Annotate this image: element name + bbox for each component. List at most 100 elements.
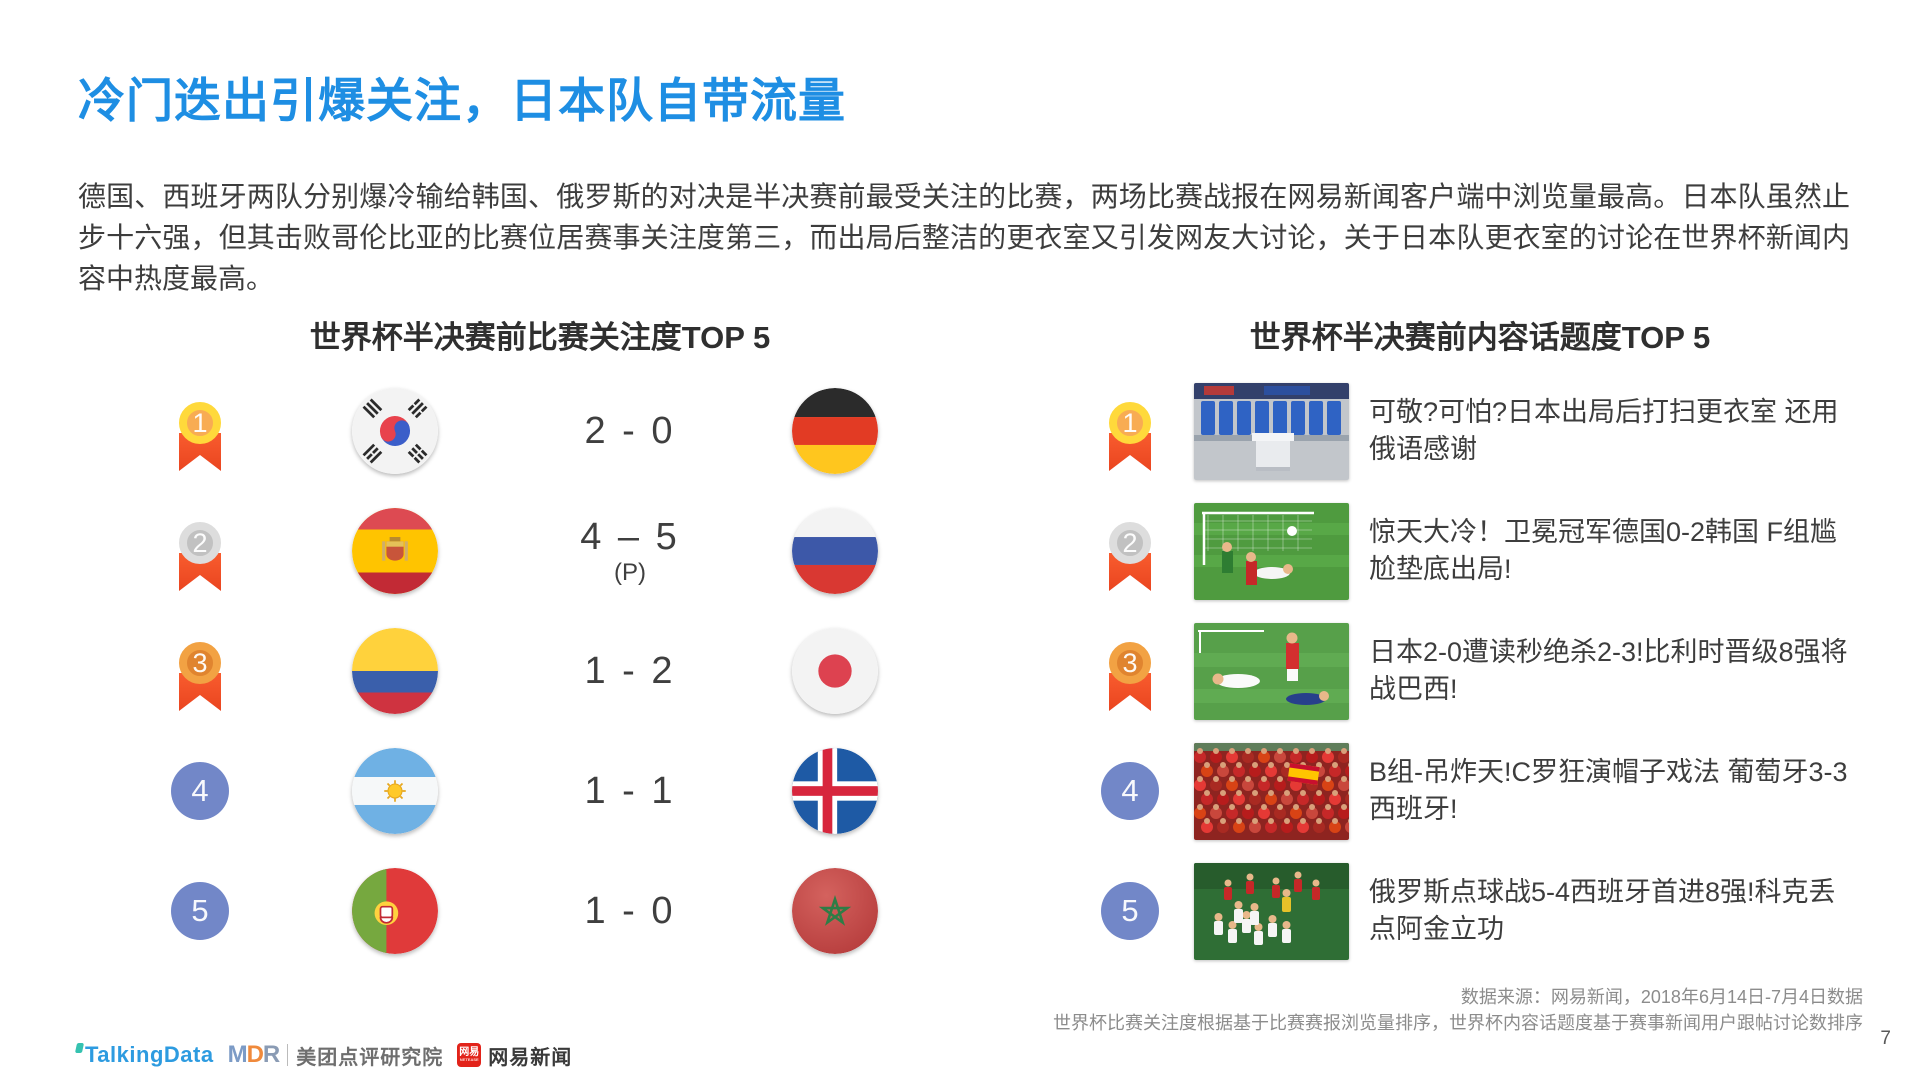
- news-headline: 日本2-0遭读秒绝杀2-3!比利时晋级8强将战巴西!: [1369, 637, 1848, 704]
- news-row: 4 B组-吊炸天!C罗狂演帽子戏法 葡萄牙3-3西班牙!: [1080, 731, 1880, 851]
- score-cell: 1 - 0: [540, 890, 720, 933]
- match-row: 4 1 - 1: [150, 731, 930, 851]
- news-thumbnail-celebration: [1194, 862, 1349, 960]
- away-flag-cell: [720, 508, 950, 594]
- meituan-institute-logo-text: 美团点评研究院: [296, 1046, 444, 1069]
- score-note: (P): [614, 558, 646, 586]
- match-attention-panel: 世界杯半决赛前比赛关注度TOP 5 1 2 - 0: [150, 312, 930, 971]
- match-attention-panel-title: 世界杯半决赛前比赛关注度TOP 5: [309, 320, 771, 355]
- score-cell: 2 - 0: [540, 410, 720, 453]
- logo-divider: [287, 1044, 289, 1066]
- news-row: 3 日本2-0遭读秒绝杀2-3!比利时晋级8强将战巴西!: [1080, 611, 1880, 731]
- news-headline: 惊天大冷！卫冕冠军德国0-2韩国 F组尴尬垫底出局!: [1369, 517, 1838, 584]
- flag-portugal-icon: [352, 868, 438, 954]
- netease-news-logo-text: 网易新闻: [488, 1046, 573, 1069]
- news-row: 5 俄罗斯点球战5-4西班牙首进8强!科克丢点阿金立功: [1080, 851, 1880, 971]
- rank-number: 2: [179, 522, 221, 564]
- mdr-logo: MDR 美团点评研究院: [228, 1041, 444, 1070]
- netease-badge-subtext: NETEASE: [459, 1057, 479, 1062]
- rank-4-medal-icon: 4: [150, 741, 250, 841]
- news-headline: B组-吊炸天!C罗狂演帽子戏法 葡萄牙3-3西班牙!: [1369, 757, 1848, 824]
- intro-paragraph: 德国、西班牙两队分别爆冷输给韩国、俄罗斯的对决是半决赛前最受关注的比赛，两场比赛…: [78, 181, 1850, 294]
- rank-1-medal-icon: 1: [1080, 381, 1180, 481]
- data-source-line2: 世界杯比赛关注度根据基于比赛赛报浏览量排序，世界杯内容话题度基于赛事新闻用户跟帖…: [1053, 1013, 1863, 1033]
- away-flag-cell: [720, 748, 950, 834]
- mdr-letter: D: [246, 1041, 264, 1068]
- content-topic-panel-title: 世界杯半决赛前内容话题度TOP 5: [1249, 320, 1711, 355]
- home-flag-cell: [250, 628, 540, 714]
- match-score: 1 - 2: [584, 649, 676, 692]
- talkingdata-logo: TalkingData: [74, 1042, 214, 1067]
- rank-number: 4: [1101, 762, 1159, 820]
- news-thumbnail-fans-crowd: [1194, 742, 1349, 840]
- score-cell: 4 – 5 (P): [540, 516, 720, 587]
- home-flag-cell: [250, 748, 540, 834]
- rank-number: 1: [179, 402, 221, 444]
- match-score: 2 - 0: [584, 409, 676, 452]
- away-flag-cell: [720, 388, 950, 474]
- data-source-notes: 数据来源：网易新闻，2018年6月14日-7月4日数据 世界杯比赛关注度根据基于…: [1053, 984, 1863, 1036]
- rank-number: 3: [179, 642, 221, 684]
- match-row: 3 1 - 2: [150, 611, 930, 731]
- news-thumbnail-locker-room: [1194, 382, 1349, 480]
- news-headline: 可敬?可怕?日本出局后打扫更衣室 还用俄语感谢: [1369, 397, 1839, 464]
- mdr-letter: R: [262, 1041, 280, 1068]
- flag-argentina-icon: [352, 748, 438, 834]
- talkingdata-logo-text: TalkingData: [85, 1042, 214, 1067]
- flag-germany-icon: [792, 388, 878, 474]
- netease-badge-text: 网易: [459, 1047, 480, 1058]
- away-flag-cell: [720, 868, 950, 954]
- match-row: 2 4 – 5 (P): [150, 491, 930, 611]
- flag-iceland-icon: [792, 748, 878, 834]
- rank-number: 5: [1101, 882, 1159, 940]
- match-row: 1 2 - 0: [150, 371, 930, 491]
- rank-number: 2: [1109, 522, 1151, 564]
- rank-3-medal-icon: 3: [150, 621, 250, 721]
- page-title: 冷门迭出引爆关注，日本队自带流量: [78, 74, 846, 127]
- news-headline: 俄罗斯点球战5-4西班牙首进8强!科克丢点阿金立功: [1369, 877, 1836, 944]
- match-attention-list: 1 2 - 0: [150, 371, 930, 971]
- data-source-line1: 数据来源：网易新闻，2018年6月14日-7月4日数据: [1460, 987, 1863, 1007]
- mdr-letter: M: [227, 1041, 248, 1068]
- rank-5-medal-icon: 5: [1080, 861, 1180, 961]
- score-cell: 1 - 1: [540, 770, 720, 813]
- rank-4-medal-icon: 4: [1080, 741, 1180, 841]
- netease-news-logo: 网易 NETEASE 网易新闻: [457, 1041, 572, 1070]
- rank-number: 5: [171, 882, 229, 940]
- rank-2-medal-icon: 2: [150, 501, 250, 601]
- page-number: 7: [1880, 1028, 1891, 1049]
- news-thumbnail-players-down: [1194, 622, 1349, 720]
- footer-logos: TalkingData MDR 美团点评研究院 网易 NETEASE 网易新闻: [74, 1040, 572, 1070]
- rank-number: 3: [1109, 642, 1151, 684]
- home-flag-cell: [250, 868, 540, 954]
- match-score: 1 - 1: [584, 769, 676, 812]
- flag-morocco-icon: [792, 868, 878, 954]
- rank-3-medal-icon: 3: [1080, 621, 1180, 721]
- news-row: 2 惊天大冷！卫冕冠军德国0-2韩国 F组尴尬垫底出局!: [1080, 491, 1880, 611]
- rank-1-medal-icon: 1: [150, 381, 250, 481]
- match-score: 4 – 5: [580, 515, 680, 558]
- flag-colombia-icon: [352, 628, 438, 714]
- netease-badge-icon: 网易 NETEASE: [457, 1043, 482, 1067]
- flag-russia-icon: [792, 508, 878, 594]
- flag-spain-icon: [352, 508, 438, 594]
- rank-5-medal-icon: 5: [150, 861, 250, 961]
- rank-number: 4: [171, 762, 229, 820]
- away-flag-cell: [720, 628, 950, 714]
- flag-south-korea-icon: [352, 388, 438, 474]
- news-row: 1 可敬?可怕?日本出局后打扫更衣室 还用俄语感谢: [1080, 371, 1880, 491]
- score-cell: 1 - 2: [540, 650, 720, 693]
- home-flag-cell: [250, 388, 540, 474]
- mdr-logo-text: MDR: [227, 1041, 281, 1069]
- rank-number: 1: [1109, 402, 1151, 444]
- home-flag-cell: [250, 508, 540, 594]
- flag-japan-icon: [792, 628, 878, 714]
- content-topic-panel: 世界杯半决赛前内容话题度TOP 5 1 可敬?可怕?日本出局后打扫更衣室 还用俄…: [1080, 312, 1880, 971]
- rank-2-medal-icon: 2: [1080, 501, 1180, 601]
- content-topic-list: 1 可敬?可怕?日本出局后打扫更衣室 还用俄语感谢 2 惊: [1080, 371, 1880, 971]
- talkingdata-tick-icon: [74, 1043, 85, 1053]
- match-row: 5 1 - 0: [150, 851, 930, 971]
- news-thumbnail-goal-scene: [1194, 502, 1349, 600]
- match-score: 1 - 0: [584, 889, 676, 932]
